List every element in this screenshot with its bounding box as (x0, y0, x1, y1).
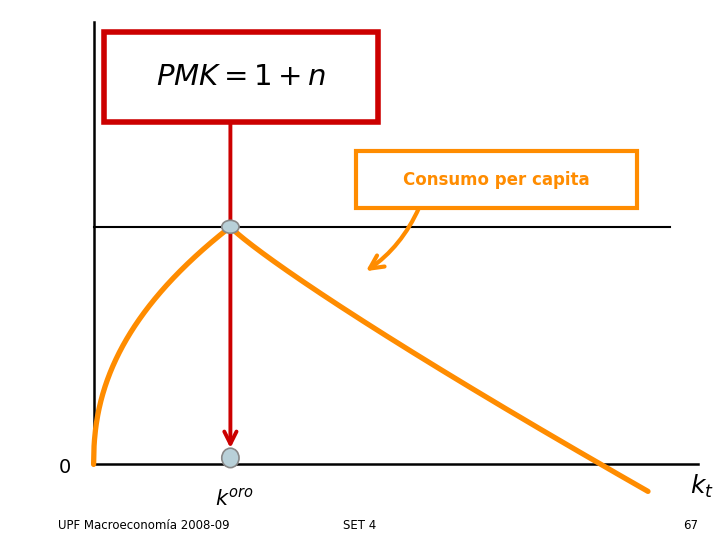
Text: 0: 0 (58, 457, 71, 477)
Circle shape (222, 220, 239, 233)
Text: SET 4: SET 4 (343, 519, 377, 532)
Text: UPF Macroeconomía 2008-09: UPF Macroeconomía 2008-09 (58, 519, 229, 532)
Ellipse shape (222, 448, 239, 468)
Text: 67: 67 (683, 519, 698, 532)
Text: Consumo per capita: Consumo per capita (403, 171, 590, 188)
Text: $PMK = 1+n$: $PMK = 1+n$ (156, 63, 326, 91)
Text: $k^{oro}$: $k^{oro}$ (215, 488, 253, 511)
FancyBboxPatch shape (356, 151, 637, 208)
FancyBboxPatch shape (104, 32, 378, 122)
Text: $k_t$: $k_t$ (690, 472, 714, 500)
